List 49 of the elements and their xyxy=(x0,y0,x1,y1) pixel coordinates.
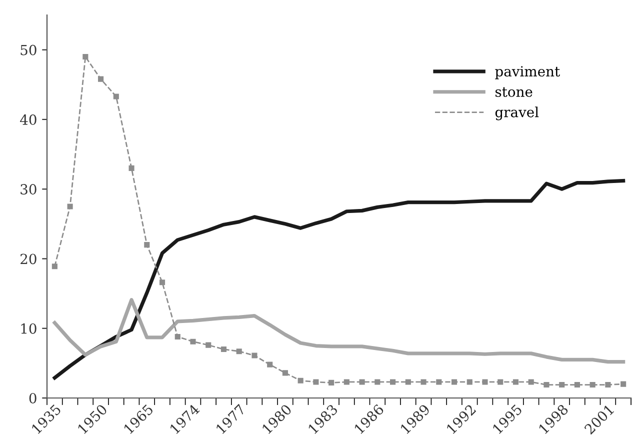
point xyxy=(436,379,442,385)
point xyxy=(559,382,565,388)
point xyxy=(574,382,580,388)
point xyxy=(220,346,227,352)
point xyxy=(282,370,288,376)
point xyxy=(374,379,380,385)
point xyxy=(544,382,550,388)
point xyxy=(620,381,626,387)
point xyxy=(498,379,504,385)
line-series xyxy=(52,298,626,364)
point xyxy=(52,264,58,270)
point xyxy=(344,379,350,385)
point xyxy=(82,54,88,60)
legend-label: gravel xyxy=(495,106,539,120)
point xyxy=(190,338,196,344)
point xyxy=(252,352,258,358)
y-tick-label: 40 xyxy=(20,114,36,125)
point xyxy=(451,379,458,385)
point xyxy=(298,378,304,384)
point xyxy=(528,379,534,385)
point xyxy=(605,382,611,388)
point xyxy=(420,379,426,385)
y-tick-label: 0 xyxy=(29,392,36,404)
point xyxy=(159,280,166,286)
point xyxy=(313,379,319,385)
y-tick-label: 30 xyxy=(20,184,36,195)
point xyxy=(236,348,242,354)
line-series xyxy=(52,178,626,380)
y-tick-label: 20 xyxy=(20,254,36,264)
point xyxy=(174,334,180,340)
point xyxy=(512,379,519,385)
point xyxy=(267,362,273,368)
point xyxy=(482,379,488,385)
point xyxy=(113,94,119,100)
y-tick-label: 10 xyxy=(21,323,36,334)
legend-label: paviment xyxy=(495,66,560,80)
point xyxy=(328,380,334,386)
point xyxy=(590,382,596,388)
point xyxy=(359,379,365,385)
point xyxy=(98,76,104,82)
point xyxy=(67,204,73,210)
point xyxy=(144,242,150,248)
point xyxy=(405,379,411,385)
y-tick-label: 50 xyxy=(20,44,36,56)
point xyxy=(128,165,134,171)
point xyxy=(390,379,396,385)
point xyxy=(206,342,212,348)
point xyxy=(466,379,472,385)
legend-label: stone xyxy=(496,87,532,97)
